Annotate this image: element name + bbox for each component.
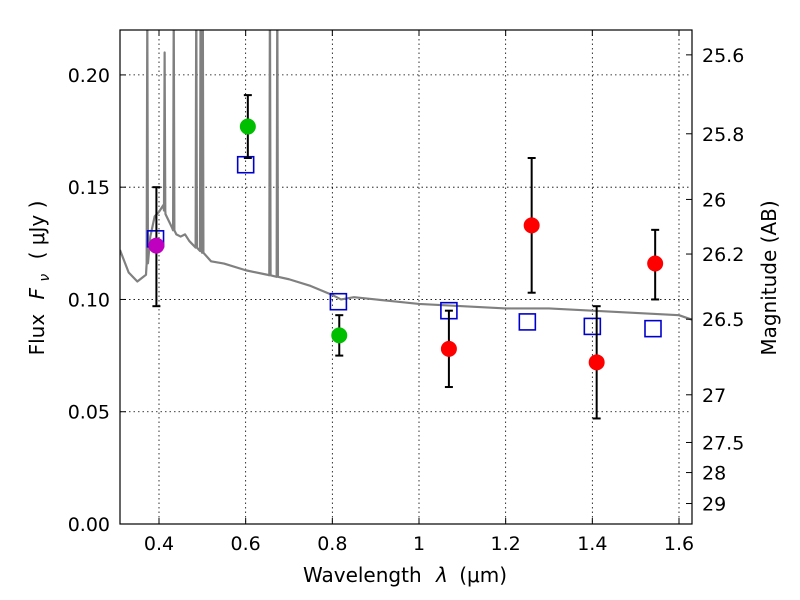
y-axis-label: Flux F ν ( μJy ) bbox=[25, 201, 54, 356]
mag-tick-label-7: 28 bbox=[702, 463, 726, 485]
model-photometry-square-1 bbox=[236, 155, 255, 174]
y-tick-label-4: 0.20 bbox=[68, 65, 110, 87]
y-tick-label-2: 0.10 bbox=[68, 289, 110, 311]
mag-tick-label-4: 26.5 bbox=[702, 309, 744, 331]
y-tick-label-3: 0.15 bbox=[68, 177, 110, 199]
observed-point-5 bbox=[588, 354, 605, 371]
mag-tick-label-6: 27.5 bbox=[702, 432, 744, 454]
mag-tick-label-2: 26 bbox=[702, 189, 726, 211]
y-tick-label-1: 0.05 bbox=[68, 402, 110, 424]
x-axis-label-unit: (μm) bbox=[459, 563, 507, 587]
y2-axis-label: Magnitude (AB) bbox=[757, 200, 781, 355]
observed-point-4 bbox=[523, 217, 540, 234]
x-axis-label: Wavelength λ (μm) bbox=[303, 563, 507, 587]
x-axis-label-text: Wavelength bbox=[303, 563, 422, 587]
mag-tick-label-5: 27 bbox=[702, 385, 726, 407]
plot-clipped-group bbox=[120, 30, 692, 321]
observed-point-1 bbox=[239, 118, 256, 135]
mag-tick-label-8: 29 bbox=[702, 494, 726, 516]
y-axis-label-symbol: F bbox=[25, 287, 49, 299]
axes: 0.4 0.6 0.8 1 1.2 1.4 1.6 0.00 0.05 0.10 0.15 0.20 2… bbox=[68, 29, 744, 555]
model-photometry-square-2 bbox=[329, 292, 348, 311]
y-tick-label-0: 0.00 bbox=[68, 514, 110, 536]
x-tick-label-1: 0.6 bbox=[231, 533, 261, 555]
y-axis-label-unit: ( μJy ) bbox=[25, 201, 49, 260]
observed-point-3 bbox=[440, 340, 457, 357]
y-axis-label-text: Flux bbox=[25, 314, 49, 356]
x-tick-label-4: 1.2 bbox=[491, 533, 521, 555]
observed-point-6 bbox=[647, 255, 664, 272]
mag-tick-label-0: 25.6 bbox=[702, 45, 744, 67]
x-tick-label-3: 1 bbox=[413, 533, 425, 555]
plot-area bbox=[120, 30, 692, 420]
x-tick-label-5: 1.4 bbox=[577, 533, 607, 555]
x-tick-label-0: 0.4 bbox=[144, 533, 174, 555]
mag-tick-label-3: 26.2 bbox=[702, 244, 744, 266]
model-photometry-square-5 bbox=[583, 317, 602, 336]
x-axis-label-symbol: λ bbox=[435, 563, 448, 587]
model-photometry-square-6 bbox=[644, 319, 662, 338]
model-sed-line bbox=[120, 30, 692, 321]
model-photometry-square-4 bbox=[518, 313, 537, 331]
plot-frame bbox=[119, 29, 693, 525]
x-tick-label-2: 0.8 bbox=[317, 533, 347, 555]
mag-tick-label-1: 25.8 bbox=[702, 124, 744, 146]
y-axis-label-subscript: ν bbox=[37, 274, 53, 282]
observed-point-2 bbox=[331, 327, 348, 344]
observed-point-0 bbox=[148, 237, 165, 254]
x-tick-label-6: 1.6 bbox=[664, 533, 694, 555]
